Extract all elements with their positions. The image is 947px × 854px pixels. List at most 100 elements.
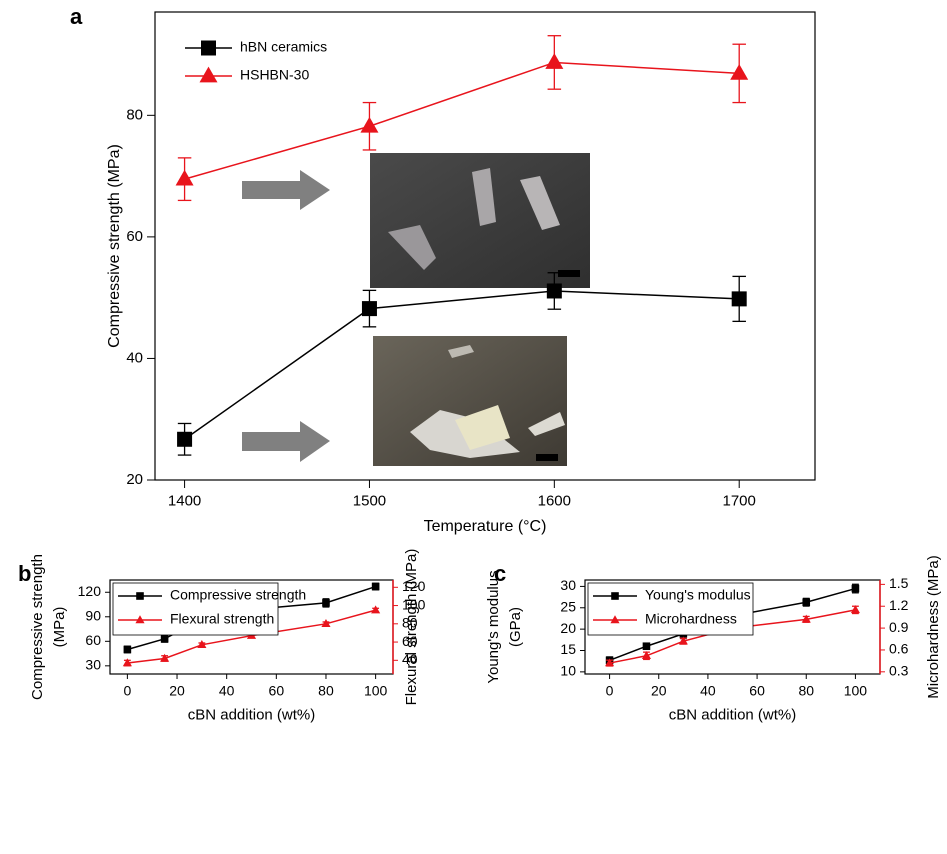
- series-line: [127, 609, 376, 664]
- marker: [175, 169, 194, 186]
- x-axis-label: Temperature (°C): [424, 518, 547, 535]
- legend-marker: [611, 592, 619, 600]
- x-tick-label: 60: [749, 682, 765, 698]
- x-axis-label: cBN addition (wt%): [669, 706, 797, 723]
- photo-bottom: [373, 336, 567, 466]
- x-tick-label: 40: [700, 682, 716, 698]
- x-tick-label: 100: [844, 682, 868, 698]
- marker: [322, 599, 330, 607]
- y-tick-label: 60: [126, 228, 143, 245]
- y2-tick-label: 1.5: [889, 575, 909, 591]
- y-tick-label: 20: [126, 471, 143, 488]
- marker: [850, 605, 860, 614]
- arrow: [242, 421, 330, 462]
- marker: [371, 582, 380, 591]
- series-line: [184, 61, 740, 180]
- marker: [197, 640, 207, 649]
- marker: [642, 642, 651, 651]
- x-tick-label: 60: [269, 682, 285, 698]
- marker: [371, 605, 381, 614]
- arrow: [242, 170, 330, 210]
- y2-tick-label: 40: [402, 651, 418, 667]
- x-tick-label: 40: [219, 682, 235, 698]
- marker: [851, 584, 860, 593]
- y2-tick-label: 0.9: [889, 619, 909, 635]
- photo-top: [370, 153, 590, 288]
- y-tick-label: 30: [85, 657, 101, 673]
- marker: [605, 658, 615, 667]
- legend-label: hBN ceramics: [240, 39, 327, 55]
- plot-frame: [154, 11, 816, 481]
- legend-label: Young's modulus: [645, 587, 751, 603]
- y-tick-label: 120: [78, 583, 102, 599]
- y-tick-label: 90: [85, 607, 101, 623]
- marker: [361, 301, 377, 317]
- marker: [160, 635, 169, 643]
- y-tick-label: 25: [560, 598, 576, 614]
- legend-label: Compressive strength: [170, 587, 306, 603]
- x-tick-label: 1500: [353, 492, 386, 509]
- legend-marker: [136, 592, 144, 600]
- y-tick-label: 40: [126, 349, 143, 366]
- marker: [122, 658, 132, 667]
- y-axis-label: Young's modulus: [485, 570, 502, 683]
- x-tick-label: 0: [123, 682, 131, 698]
- x-tick-label: 1600: [538, 492, 571, 509]
- y-axis-label: Compressive strength (MPa): [106, 144, 123, 348]
- legend-label: HSHBN-30: [240, 67, 309, 83]
- y-axis-label: (MPa): [51, 607, 68, 648]
- marker: [730, 64, 749, 80]
- y-tick-label: 10: [560, 663, 576, 679]
- y-axis-label: (GPa): [507, 607, 524, 647]
- x-tick-label: 1700: [723, 492, 756, 509]
- marker: [641, 651, 652, 660]
- x-tick-label: 0: [606, 682, 614, 698]
- panel-label: c: [494, 561, 506, 586]
- y2-axis-label: Flexural strength (MPa): [403, 549, 420, 706]
- y-tick-label: 30: [560, 577, 576, 593]
- x-tick-label: 1400: [168, 492, 201, 509]
- y2-tick-label: 1.2: [889, 597, 909, 613]
- legend-marker: [201, 40, 216, 56]
- y-axis-label: Compressive strength: [29, 554, 46, 700]
- x-tick-label: 20: [169, 682, 185, 698]
- marker: [802, 598, 811, 607]
- x-tick-label: 80: [798, 682, 814, 698]
- legend-marker: [135, 615, 145, 624]
- y-tick-label: 60: [85, 632, 101, 648]
- y2-tick-label: 0.3: [889, 663, 909, 679]
- series-line: [184, 290, 740, 440]
- y-tick-label: 20: [560, 620, 576, 636]
- legend-label: Flexural strength: [170, 611, 274, 627]
- x-tick-label: 80: [318, 682, 334, 698]
- marker: [160, 653, 170, 662]
- y-tick-label: 15: [560, 641, 576, 657]
- y2-tick-label: 80: [402, 615, 418, 631]
- x-tick-label: 20: [651, 682, 667, 698]
- y-tick-label: 80: [126, 106, 143, 123]
- legend-marker: [610, 615, 620, 624]
- legend-box: [112, 582, 279, 636]
- legend-marker: [199, 66, 218, 83]
- marker: [321, 619, 331, 628]
- y2-tick-label: 60: [402, 633, 418, 649]
- x-axis-label: cBN addition (wt%): [188, 706, 316, 723]
- marker: [177, 431, 193, 447]
- y2-axis-label: Microhardness (MPa): [925, 555, 942, 698]
- y2-tick-label: 100: [402, 596, 426, 612]
- marker: [731, 291, 747, 307]
- marker: [546, 283, 562, 299]
- marker: [801, 614, 811, 623]
- marker: [678, 636, 688, 645]
- panel-label: a: [70, 4, 83, 29]
- marker: [123, 645, 132, 654]
- legend-label: Microhardness: [645, 611, 737, 627]
- y2-tick-label: 0.6: [889, 641, 909, 657]
- y2-tick-label: 120: [402, 578, 426, 594]
- x-tick-label: 100: [364, 682, 388, 698]
- panel-label: b: [18, 561, 31, 586]
- marker: [545, 53, 564, 69]
- legend-box: [587, 582, 754, 636]
- marker: [360, 116, 379, 133]
